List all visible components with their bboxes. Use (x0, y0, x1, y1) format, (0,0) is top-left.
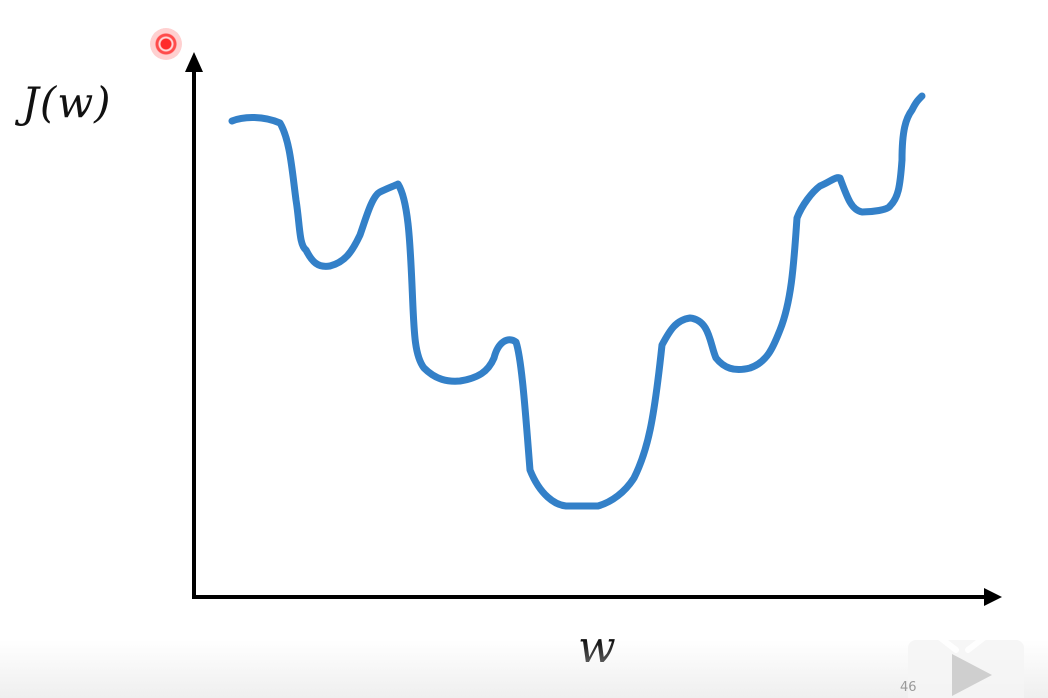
y-axis-arrowhead (185, 52, 203, 72)
play-button[interactable] (908, 640, 1024, 698)
y-axis-label: J(w) (22, 78, 112, 127)
laser-pointer-icon (150, 28, 182, 60)
x-axis-arrowhead (984, 588, 1002, 606)
page-number: 46 (900, 680, 917, 695)
slide-footer-band (0, 640, 1048, 698)
play-icon (938, 640, 992, 696)
cost-curve (228, 92, 926, 510)
